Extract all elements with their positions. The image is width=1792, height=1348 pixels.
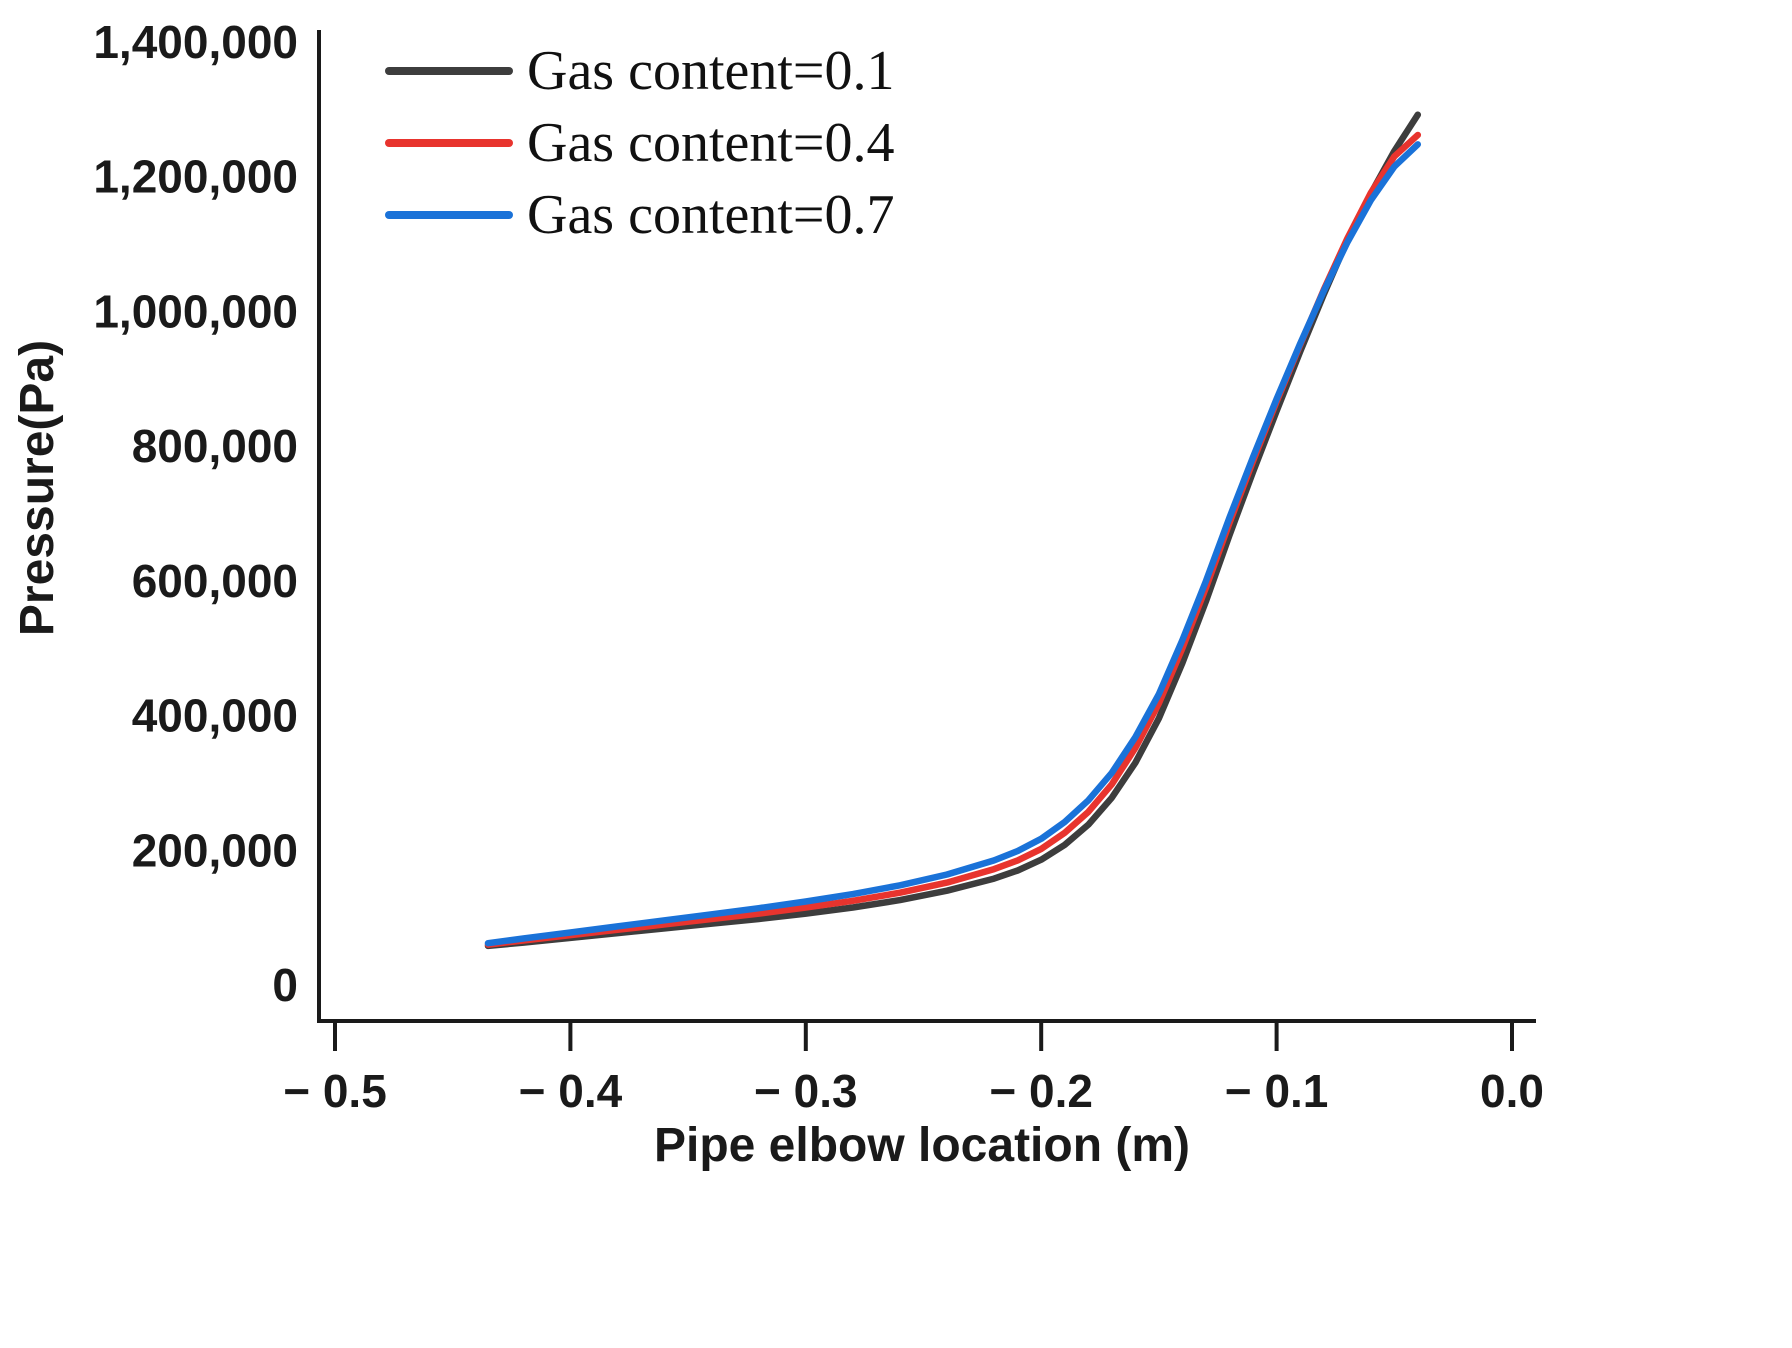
series-line-1	[484, 131, 1422, 948]
y-tick-label: 1,200,000	[93, 151, 298, 203]
legend-label: Gas content=0.7	[527, 184, 895, 246]
legend: Gas content=0.1 Gas content=0.4 Gas cont…	[385, 38, 895, 248]
x-tick-label: 0.0	[1480, 1065, 1544, 1117]
x-tick-label: − 0.5	[283, 1065, 387, 1117]
y-tick-label: 800,000	[132, 420, 298, 472]
legend-swatch-0	[385, 67, 513, 75]
y-tick-label: 1,000,000	[93, 285, 298, 337]
y-tick-label: 400,000	[132, 690, 298, 742]
legend-item: Gas content=0.1	[385, 38, 895, 104]
legend-swatch-2	[385, 211, 513, 219]
x-axis-title: Pipe elbow location (m)	[653, 1119, 1191, 1172]
y-tick-label: 200,000	[132, 824, 298, 876]
y-tick-label: 600,000	[132, 555, 298, 607]
y-tick-label: 0	[272, 959, 298, 1011]
legend-label: Gas content=0.1	[527, 40, 895, 102]
x-tick-label: − 0.2	[989, 1065, 1093, 1117]
axis-spine	[317, 30, 1536, 1023]
legend-item: Gas content=0.7	[385, 182, 895, 248]
legend-label: Gas content=0.4	[527, 112, 895, 174]
x-tick-label: − 0.4	[519, 1065, 623, 1117]
legend-item: Gas content=0.4	[385, 110, 895, 176]
y-axis-title: Pressure(Pa)	[11, 339, 64, 637]
y-tick-label: 1,400,000	[93, 16, 298, 68]
x-tick-label: − 0.1	[1225, 1065, 1329, 1117]
x-tick-label: − 0.3	[754, 1065, 858, 1117]
legend-swatch-1	[385, 139, 513, 147]
series-line-2	[484, 141, 1422, 947]
